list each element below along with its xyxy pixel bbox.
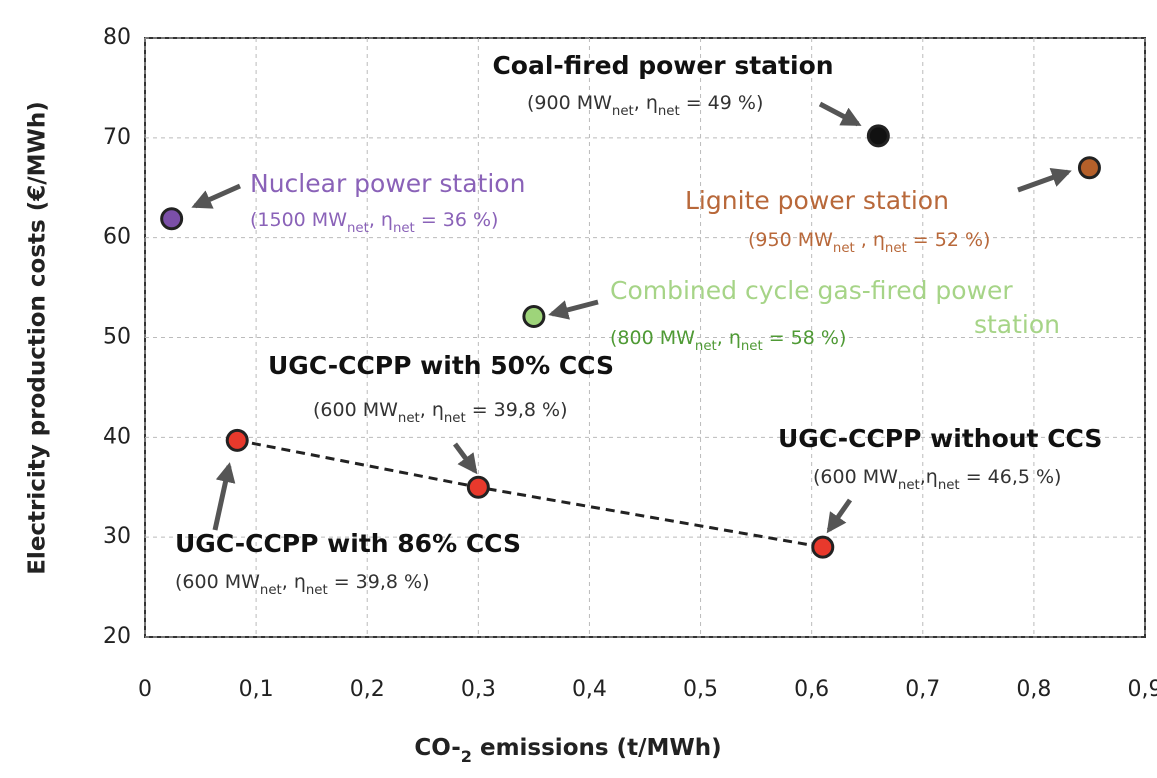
text-part: = 39,8 %) <box>466 399 568 421</box>
text-part: (950 MW <box>748 229 833 251</box>
x-tick-label: 0,7 <box>905 677 940 702</box>
subscript: net <box>833 241 855 256</box>
text-part: emissions (t/MWh) <box>472 735 722 761</box>
x-axis-label: CO-2 emissions (t/MWh) <box>414 735 721 767</box>
point-detail: (900 MWnet, ηnet = 49 %) <box>527 92 763 119</box>
point-detail: (950 MWnet , ηnet = 52 %) <box>748 229 990 256</box>
text-part: = 58 %) <box>763 327 847 349</box>
x-tick-label: 0,3 <box>461 677 496 702</box>
text-part: (600 MW <box>175 571 260 593</box>
x-tick-label: 0,2 <box>350 677 385 702</box>
text-part: ,η <box>920 466 938 488</box>
text-part: = 46,5 %) <box>960 466 1062 488</box>
point-label: UGC-CCPP with 50% CCS <box>268 351 614 380</box>
subscript: net <box>612 104 634 119</box>
arrow <box>818 101 862 127</box>
subscript: net <box>741 339 763 354</box>
y-tick-label: 30 <box>103 524 131 549</box>
subscript: net <box>658 104 680 119</box>
y-axis-label: Electricity production costs (€/MWh) <box>25 101 51 575</box>
arrow <box>452 442 478 475</box>
text-part: (600 MW <box>313 399 398 421</box>
text-part: = 39,8 %) <box>328 571 430 593</box>
text-part: , η <box>634 92 658 114</box>
y-tick-label: 70 <box>103 125 131 150</box>
arrow <box>826 498 853 534</box>
text-part: CO- <box>414 735 460 761</box>
text-part: = 36 %) <box>415 209 499 231</box>
subscript: 2 <box>461 747 472 766</box>
point <box>866 124 890 148</box>
point-label: UGC-CCPP without CCS <box>778 424 1102 453</box>
x-tick-label: 0,5 <box>683 677 718 702</box>
text-part: , η <box>420 399 444 421</box>
text-part: , η <box>717 327 741 349</box>
x-tick-label: 0,4 <box>572 677 607 702</box>
x-tick-label: 0 <box>138 677 152 702</box>
point <box>466 475 490 499</box>
text-part: , η <box>369 209 393 231</box>
point <box>522 305 546 329</box>
point-detail: (600 MWnet, ηnet = 39,8 %) <box>313 399 568 426</box>
subscript: net <box>885 241 907 256</box>
text-part: , η <box>855 229 885 251</box>
subscript: net <box>898 478 920 493</box>
point <box>1077 156 1101 180</box>
subscript: net <box>306 583 328 598</box>
point <box>160 207 184 231</box>
point-label: Combined cycle gas-fired power <box>610 276 1013 305</box>
point-label: UGC-CCPP with 86% CCS <box>175 529 521 558</box>
text-part: (1500 MW <box>250 209 347 231</box>
text-part: = 52 %) <box>907 229 991 251</box>
text-part: (800 MW <box>610 327 695 349</box>
arrow <box>548 299 599 320</box>
x-tick-label: 0,1 <box>239 677 274 702</box>
subscript: net <box>695 339 717 354</box>
point-label: Lignite power station <box>685 186 949 215</box>
point-detail: (600 MWnet, ηnet = 39,8 %) <box>175 571 430 598</box>
point <box>225 428 249 452</box>
text-part: , η <box>282 571 306 593</box>
subscript: net <box>398 411 420 426</box>
subscript: net <box>347 221 369 236</box>
point-detail: (600 MWnet,ηnet = 46,5 %) <box>813 466 1061 493</box>
text-part: = 49 %) <box>680 92 764 114</box>
arrow <box>212 462 236 531</box>
y-tick-label: 60 <box>103 225 131 250</box>
subscript: net <box>938 478 960 493</box>
y-tick-label: 20 <box>103 624 131 649</box>
subscript: net <box>260 583 282 598</box>
y-tick-label: 50 <box>103 325 131 350</box>
text-part: (900 MW <box>527 92 612 114</box>
text-part: (600 MW <box>813 466 898 488</box>
point-detail: (800 MWnet, ηnet = 58 %) <box>610 327 846 354</box>
point-detail: (1500 MWnet, ηnet = 36 %) <box>250 209 498 236</box>
point-label: Nuclear power station <box>250 169 525 198</box>
x-tick-label: 0,6 <box>794 677 829 702</box>
point-label: station <box>974 310 1060 339</box>
point-label: Coal-fired power station <box>492 51 833 80</box>
x-tick-label: 0,9 <box>1128 677 1157 702</box>
arrow <box>1017 168 1072 193</box>
y-tick-label: 80 <box>103 25 131 50</box>
x-tick-label: 0,8 <box>1016 677 1051 702</box>
arrow <box>191 183 242 209</box>
y-tick-label: 40 <box>103 424 131 449</box>
point <box>811 535 835 559</box>
subscript: net <box>393 221 415 236</box>
subscript: net <box>444 411 466 426</box>
